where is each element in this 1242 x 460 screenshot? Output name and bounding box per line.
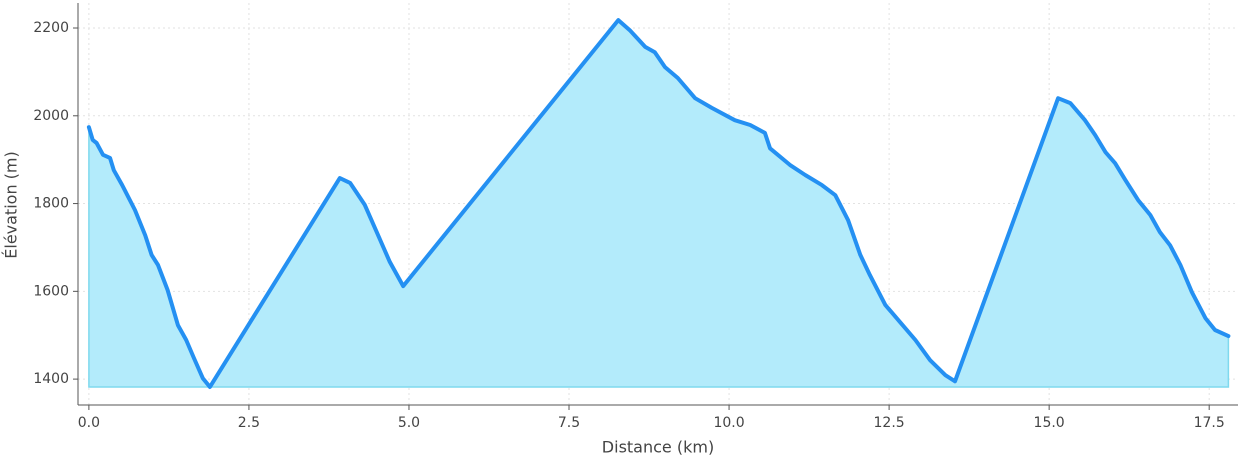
y-tick-label: 2200 — [33, 20, 69, 36]
x-tick-label: 2.5 — [238, 415, 260, 431]
x-axis-label: Distance (km) — [602, 438, 714, 457]
x-tick-label: 5.0 — [398, 415, 420, 431]
x-tick-label: 15.0 — [1034, 415, 1065, 431]
x-tick-label: 12.5 — [874, 415, 905, 431]
y-tick-label: 2000 — [33, 108, 69, 124]
line — [86, 18, 1231, 389]
y-axis-label: Élévation (m) — [2, 151, 21, 258]
x-tick-label: 7.5 — [558, 415, 580, 431]
x-tick-label: 0.0 — [78, 415, 100, 431]
x-tick-label: 10.0 — [713, 415, 744, 431]
y-tick-label: 1800 — [33, 196, 69, 212]
y-tick-label: 1400 — [33, 371, 69, 387]
x-tick-label: 17.5 — [1194, 415, 1225, 431]
y-tick-label: 1600 — [33, 283, 69, 299]
